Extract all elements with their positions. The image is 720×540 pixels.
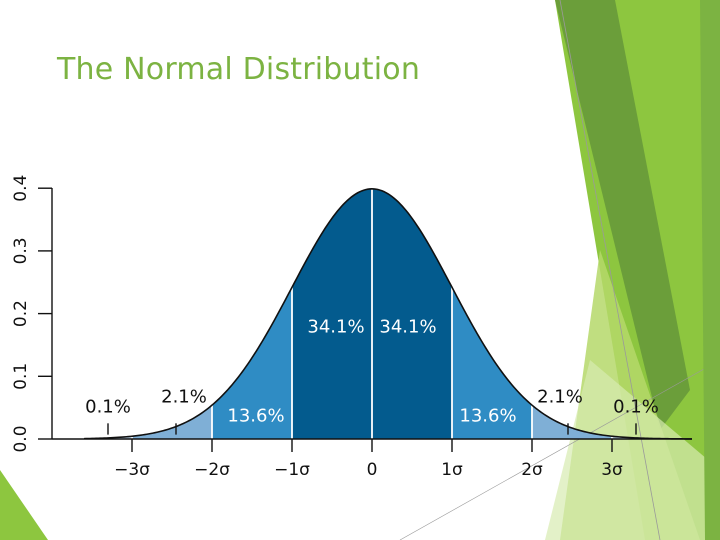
y-axis-ticks: 0.0 0.1 0.2 0.3 0.4: [11, 175, 52, 453]
region-3: [292, 188, 372, 439]
percent-label: 0.1%: [613, 397, 659, 418]
left-corner-triangle: [0, 470, 48, 540]
density-curve: [83, 188, 693, 440]
x-axis-ticks: −3σ −2σ −1σ 0 1σ 2σ 3σ: [114, 439, 623, 480]
percent-label: 2.1%: [161, 387, 207, 408]
sigma-dividers: [131, 188, 613, 439]
percent-annotations: 0.1% 2.1% 13.6% 34.1% 34.1% 13.6% 2.1% 0.1%: [85, 316, 659, 426]
percent-label: 2.1%: [537, 387, 583, 408]
y-tick-label: 0.1: [11, 363, 31, 390]
x-tick-label: −3σ: [114, 460, 150, 480]
slide-title: The Normal Distribution: [57, 52, 421, 87]
percent-label: 13.6%: [227, 405, 284, 426]
percent-label: 34.1%: [379, 316, 436, 337]
x-tick-label: −2σ: [194, 460, 230, 480]
x-tick-label: 2σ: [521, 460, 543, 480]
region-4: [372, 188, 452, 439]
right-edge-strip: [700, 0, 720, 540]
percent-label: 13.6%: [459, 405, 516, 426]
x-tick-label: 1σ: [441, 460, 463, 480]
y-tick-label: 0.3: [11, 237, 31, 264]
y-tick-label: 0.0: [11, 425, 31, 452]
right-panel-dark: [555, 0, 690, 430]
right-panel-faint: [545, 360, 720, 540]
annotation-leaders: [107, 423, 637, 435]
x-tick-label: 3σ: [601, 460, 623, 480]
x-tick-label: −1σ: [274, 460, 310, 480]
y-tick-label: 0.2: [11, 300, 31, 327]
region-6: [532, 405, 612, 439]
deco-line-2: [399, 359, 720, 540]
percent-label: 34.1%: [307, 316, 364, 337]
y-tick-label: 0.4: [11, 175, 31, 202]
percent-label: 0.1%: [85, 397, 131, 418]
x-tick-label: 0: [367, 460, 378, 480]
region-1: [132, 405, 212, 439]
deco-line-1: [559, 0, 661, 540]
